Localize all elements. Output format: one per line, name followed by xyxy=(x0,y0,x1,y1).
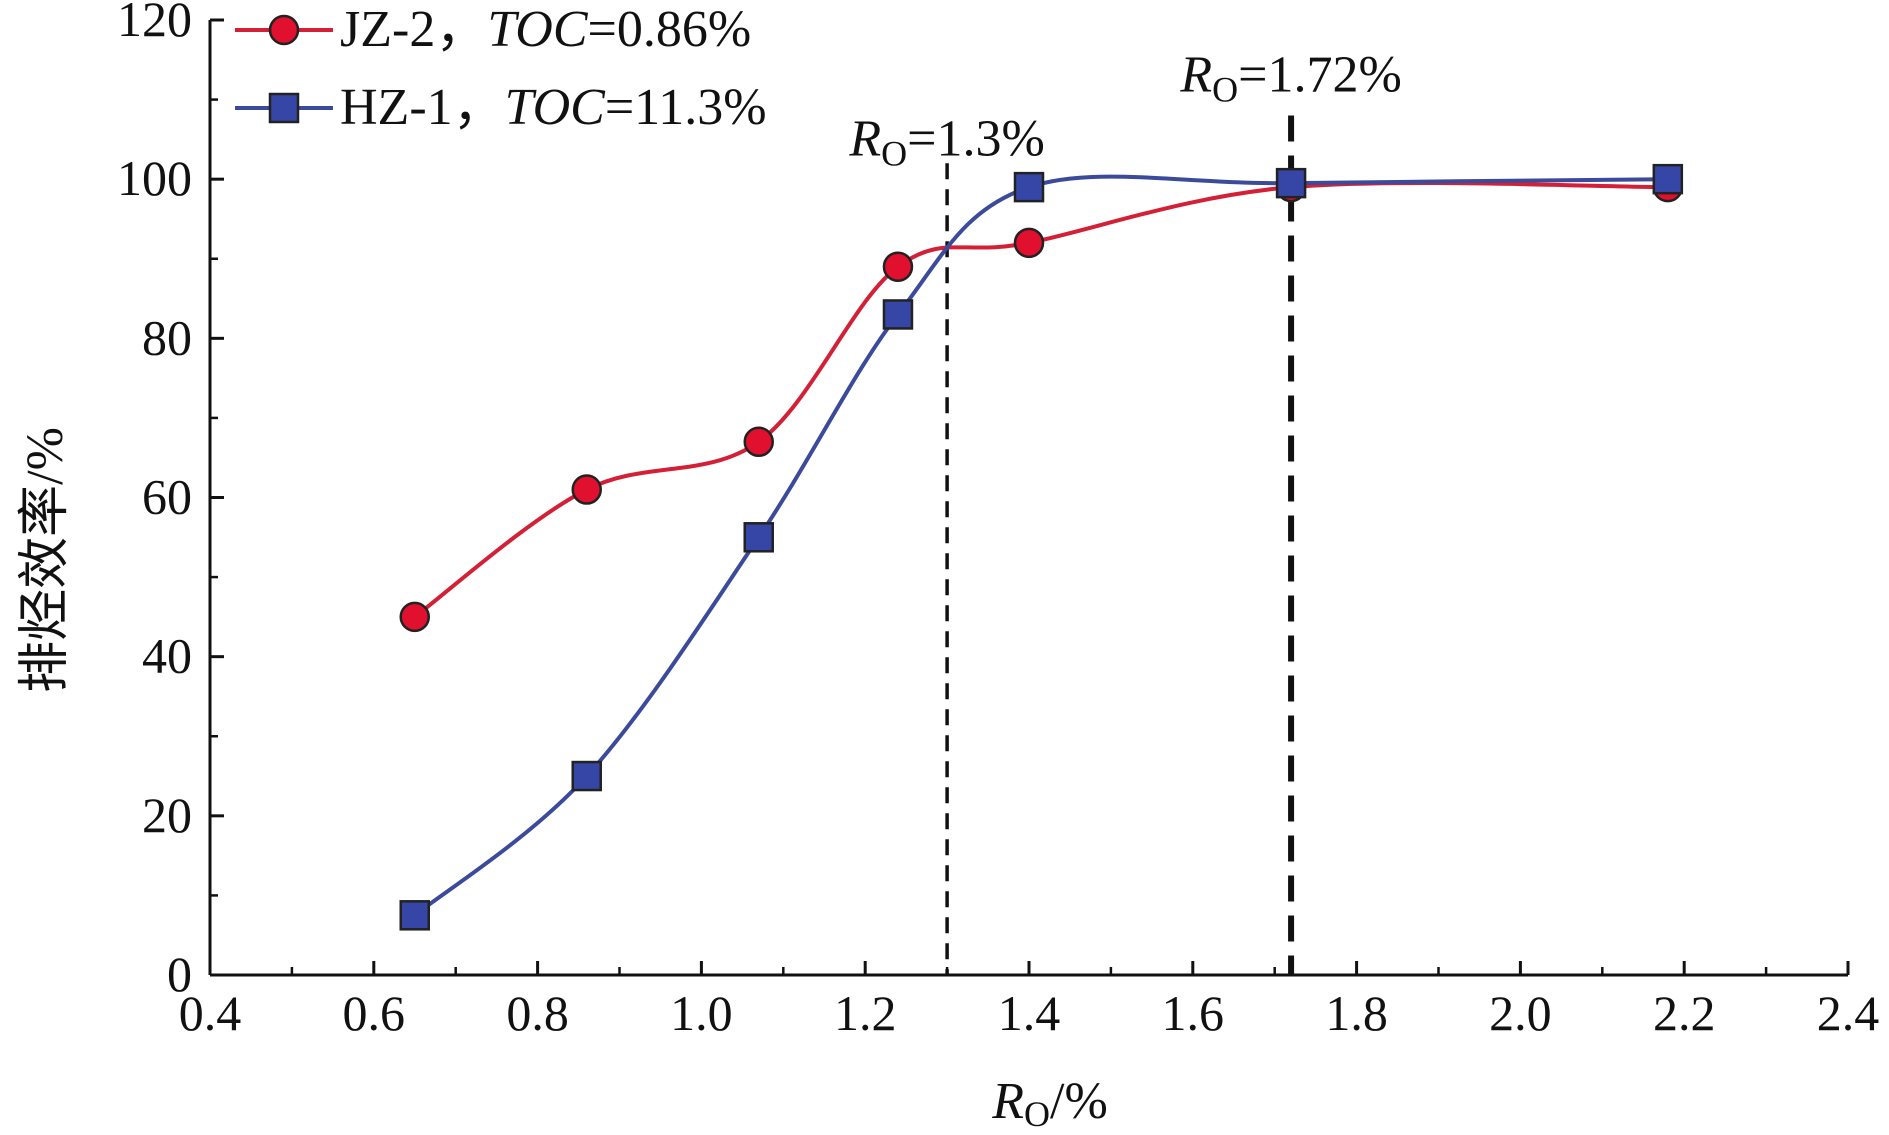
y-tick-label: 100 xyxy=(117,150,192,206)
y-tick-label: 40 xyxy=(142,628,192,684)
x-tick-label: 0.8 xyxy=(506,985,569,1041)
series-1 xyxy=(399,171,1684,633)
x-axis-title: RO/% xyxy=(991,1073,1108,1134)
data-point-square xyxy=(399,900,430,931)
data-point-circle xyxy=(399,601,430,633)
data-point-circle xyxy=(1013,227,1045,259)
data-point-square xyxy=(882,299,914,330)
y-tick-label: 120 xyxy=(117,0,192,47)
y-axis-title: 排烃效率/% xyxy=(17,427,74,693)
x-tick-label: 1.2 xyxy=(834,985,897,1041)
data-point-square xyxy=(571,760,602,792)
x-tick-label: 0.6 xyxy=(343,985,406,1041)
legend-label-jz2: JZ-2，TOC=0.86% xyxy=(340,1,751,58)
legend-item-hz1: HZ-1，TOC=11.3% xyxy=(235,79,767,136)
data-point-circle xyxy=(571,474,602,505)
series-2 xyxy=(399,163,1684,931)
annotations: RO=1.3% RO=1.72% xyxy=(848,47,1402,975)
legend-label-hz1: HZ-1，TOC=11.3% xyxy=(340,79,767,136)
y-tick-label: 60 xyxy=(142,469,192,525)
data-point-circle xyxy=(882,251,914,282)
series-line-2 xyxy=(413,174,1668,917)
data-point-square xyxy=(743,522,774,553)
x-tick-label: 2.2 xyxy=(1653,985,1716,1041)
data-point-square xyxy=(1652,163,1684,195)
y-tick-label: 0 xyxy=(167,946,192,1002)
annotation-label-1: RO=1.3% xyxy=(848,110,1044,173)
x-tick-label: 1.4 xyxy=(998,985,1061,1041)
data-point-square xyxy=(1013,171,1045,203)
x-tick-label: 1.6 xyxy=(1162,985,1225,1041)
x-tick-label: 2.0 xyxy=(1489,985,1552,1041)
annotation-label-2: RO=1.72% xyxy=(1179,47,1401,110)
x-tick-label: 1.0 xyxy=(670,985,733,1041)
legend-item-jz2: JZ-2，TOC=0.86% xyxy=(235,1,751,58)
x-tick-label: 2.4 xyxy=(1817,985,1880,1041)
x-tick-label: 1.8 xyxy=(1325,985,1388,1041)
legend-marker-hz1 xyxy=(268,92,300,124)
y-tick-label: 80 xyxy=(142,309,192,365)
data-point-circle xyxy=(743,426,774,458)
y-tick-label: 20 xyxy=(142,787,192,843)
x-tick-label: 0.4 xyxy=(179,985,242,1041)
legend-marker-jz2 xyxy=(268,14,300,46)
y-ticks: 0 20 40 60 80 100 120 xyxy=(117,0,224,1002)
x-ticks: 0.4 0.6 0.8 1.0 1.2 1.4 1.6 1.8 2.0 2.2 2.4 xyxy=(179,961,1880,1041)
data-point-square xyxy=(1275,167,1307,199)
legend: JZ-2，TOC=0.86% HZ-1，TOC=11.3% xyxy=(235,1,767,136)
series xyxy=(399,163,1684,931)
